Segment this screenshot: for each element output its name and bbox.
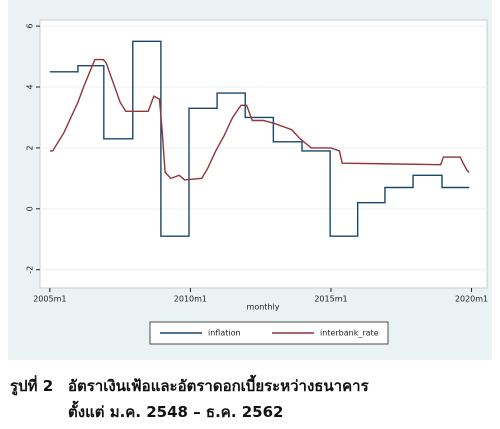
chart: monthly -2 0 2 4 6 2005m1 2010m1 2015m1 2020m1 in…	[8, 0, 492, 360]
caption-line: ตั้งแต่ ม.ค. 2548 – ธ.ค. 2562	[68, 403, 284, 421]
x-axis-title: monthly	[247, 303, 280, 312]
plot-area	[39, 19, 488, 289]
x-tick-label: 2015m1	[314, 295, 347, 304]
y-tick-label: 2	[26, 145, 35, 150]
x-tick-label: 2020m1	[455, 295, 488, 304]
y-tick-label: 6	[25, 24, 34, 29]
series-line	[49, 58, 470, 181]
x-tick-label: 2010m1	[174, 295, 207, 304]
legend-label: inflation	[208, 329, 241, 338]
y-tick-label: 0	[26, 206, 35, 211]
caption-line: อัตราเงินเฟ้อและอัตราดอกเบี้ยระหว่างธนาค…	[68, 377, 369, 395]
caption-label: รูปที่ 2	[10, 377, 54, 395]
legend-label: interbank_rate	[320, 329, 379, 338]
legend-box	[149, 321, 389, 345]
y-tick-label: -2	[26, 266, 35, 274]
series-line	[49, 40, 470, 237]
x-tick-label: 2005m1	[33, 295, 66, 304]
y-tick-label: 4	[26, 84, 35, 89]
